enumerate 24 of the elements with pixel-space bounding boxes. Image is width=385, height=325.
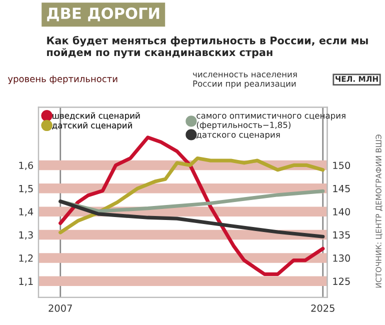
y2-tick-label: 125 bbox=[333, 278, 350, 285]
legend-label: датского сценария bbox=[196, 132, 280, 140]
y-tick-label: 1,2 bbox=[19, 254, 33, 263]
line-series bbox=[58, 200, 325, 238]
y2-axis-title: численность населения России при реализации bbox=[193, 72, 297, 88]
y-tick-label: 1,6 bbox=[19, 162, 34, 170]
y2-tick-label: 150 bbox=[333, 162, 350, 170]
x-tick-label: 2007 bbox=[48, 304, 72, 312]
chart-subtitle: Как будет меняться фертильность в России, если мы пойдем по пути скандинавских стран bbox=[47, 36, 368, 58]
y2-tick-label: 140 bbox=[333, 208, 350, 216]
y-tick-label: 1,3 bbox=[19, 231, 33, 240]
line-series bbox=[58, 156, 325, 234]
y-tick-label: 1,5 bbox=[19, 185, 33, 194]
y-tick-label: 1,1 bbox=[19, 278, 33, 286]
chart-title: ДВЕ ДОРОГИ bbox=[47, 8, 160, 22]
legend-label: самого оптимистичного сценария (фертильность−1,85) bbox=[196, 114, 346, 130]
y2-tick-label: 135 bbox=[333, 231, 350, 239]
legend-label: шведский сценарий bbox=[52, 112, 140, 120]
x-tick-label: 2025 bbox=[311, 304, 334, 312]
y2-tick-label: 145 bbox=[333, 185, 350, 192]
y2-tick-label: 130 bbox=[333, 254, 350, 262]
legend-label: датский сценарий bbox=[52, 122, 132, 130]
y-tick-label: 1,4 bbox=[19, 208, 34, 216]
y-axis-title: уровень фертильности bbox=[8, 76, 118, 84]
